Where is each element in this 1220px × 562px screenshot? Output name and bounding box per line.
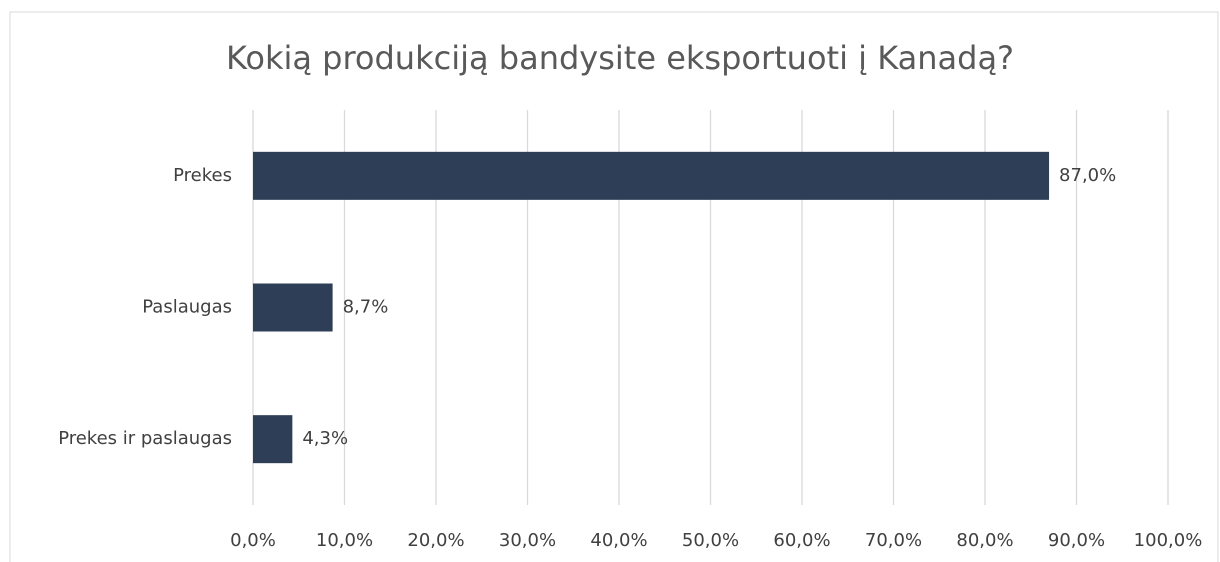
x-tick-label: 0,0% bbox=[230, 530, 276, 551]
x-tick-label: 90,0% bbox=[1048, 530, 1105, 551]
y-tick-label: Prekes ir paslaugas bbox=[58, 428, 232, 449]
x-tick-label: 60,0% bbox=[773, 530, 830, 551]
bar bbox=[253, 151, 1050, 200]
x-tick-label: 70,0% bbox=[865, 530, 922, 551]
bar bbox=[253, 283, 333, 332]
x-tick-label: 20,0% bbox=[407, 530, 464, 551]
bar bbox=[253, 415, 293, 464]
x-tick-label: 100,0% bbox=[1134, 530, 1203, 551]
data-label: 8,7% bbox=[343, 297, 389, 318]
x-tick-label: 50,0% bbox=[682, 530, 739, 551]
data-label: 87,0% bbox=[1059, 165, 1116, 186]
x-tick-label: 40,0% bbox=[590, 530, 647, 551]
y-tick-label: Prekes bbox=[173, 165, 232, 186]
y-tick-label: Paslaugas bbox=[142, 297, 232, 318]
chart-border bbox=[9, 11, 1219, 562]
data-label: 4,3% bbox=[302, 428, 348, 449]
x-tick-label: 30,0% bbox=[499, 530, 556, 551]
x-tick-label: 80,0% bbox=[956, 530, 1013, 551]
chart-title: Kokią produkciją bandysite eksportuoti į… bbox=[226, 39, 1014, 77]
x-tick-label: 10,0% bbox=[316, 530, 373, 551]
